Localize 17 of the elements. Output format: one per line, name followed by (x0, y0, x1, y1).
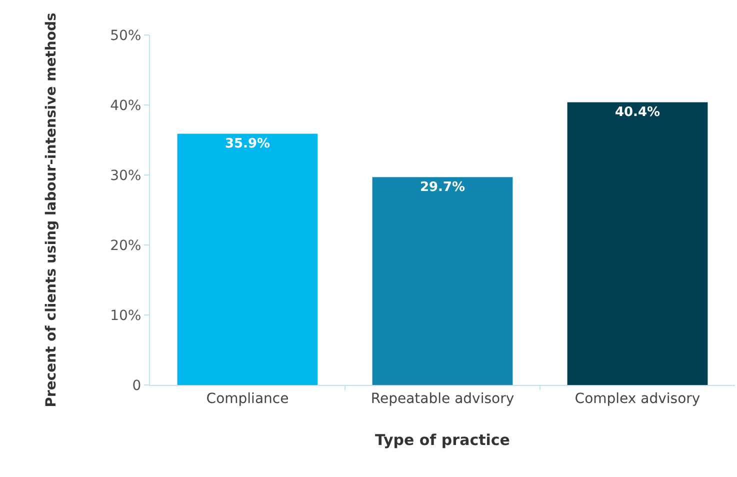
data-label: 35.9% (224, 136, 270, 152)
y-axis-title: Precent of clients using labour-intensive methods (44, 12, 60, 408)
x-tick-label: Repeatable advisory (370, 390, 514, 407)
y-tick-label: 0 (132, 378, 142, 394)
x-axis-title: Type of practice (375, 430, 510, 449)
data-label: 29.7% (420, 180, 466, 196)
y-tick-label: 20% (110, 238, 142, 254)
y-tick-label: 40% (110, 98, 142, 114)
bar (372, 177, 513, 385)
data-label: 40.4% (614, 105, 660, 120)
y-tick-label: 30% (110, 168, 142, 184)
x-tick-label: Compliance (206, 390, 289, 407)
y-tick-label: 10% (110, 308, 142, 324)
bar (567, 102, 708, 385)
bar (177, 134, 318, 385)
y-tick-label: 50% (110, 28, 142, 44)
x-tick-label: Complex advisory (574, 390, 700, 407)
